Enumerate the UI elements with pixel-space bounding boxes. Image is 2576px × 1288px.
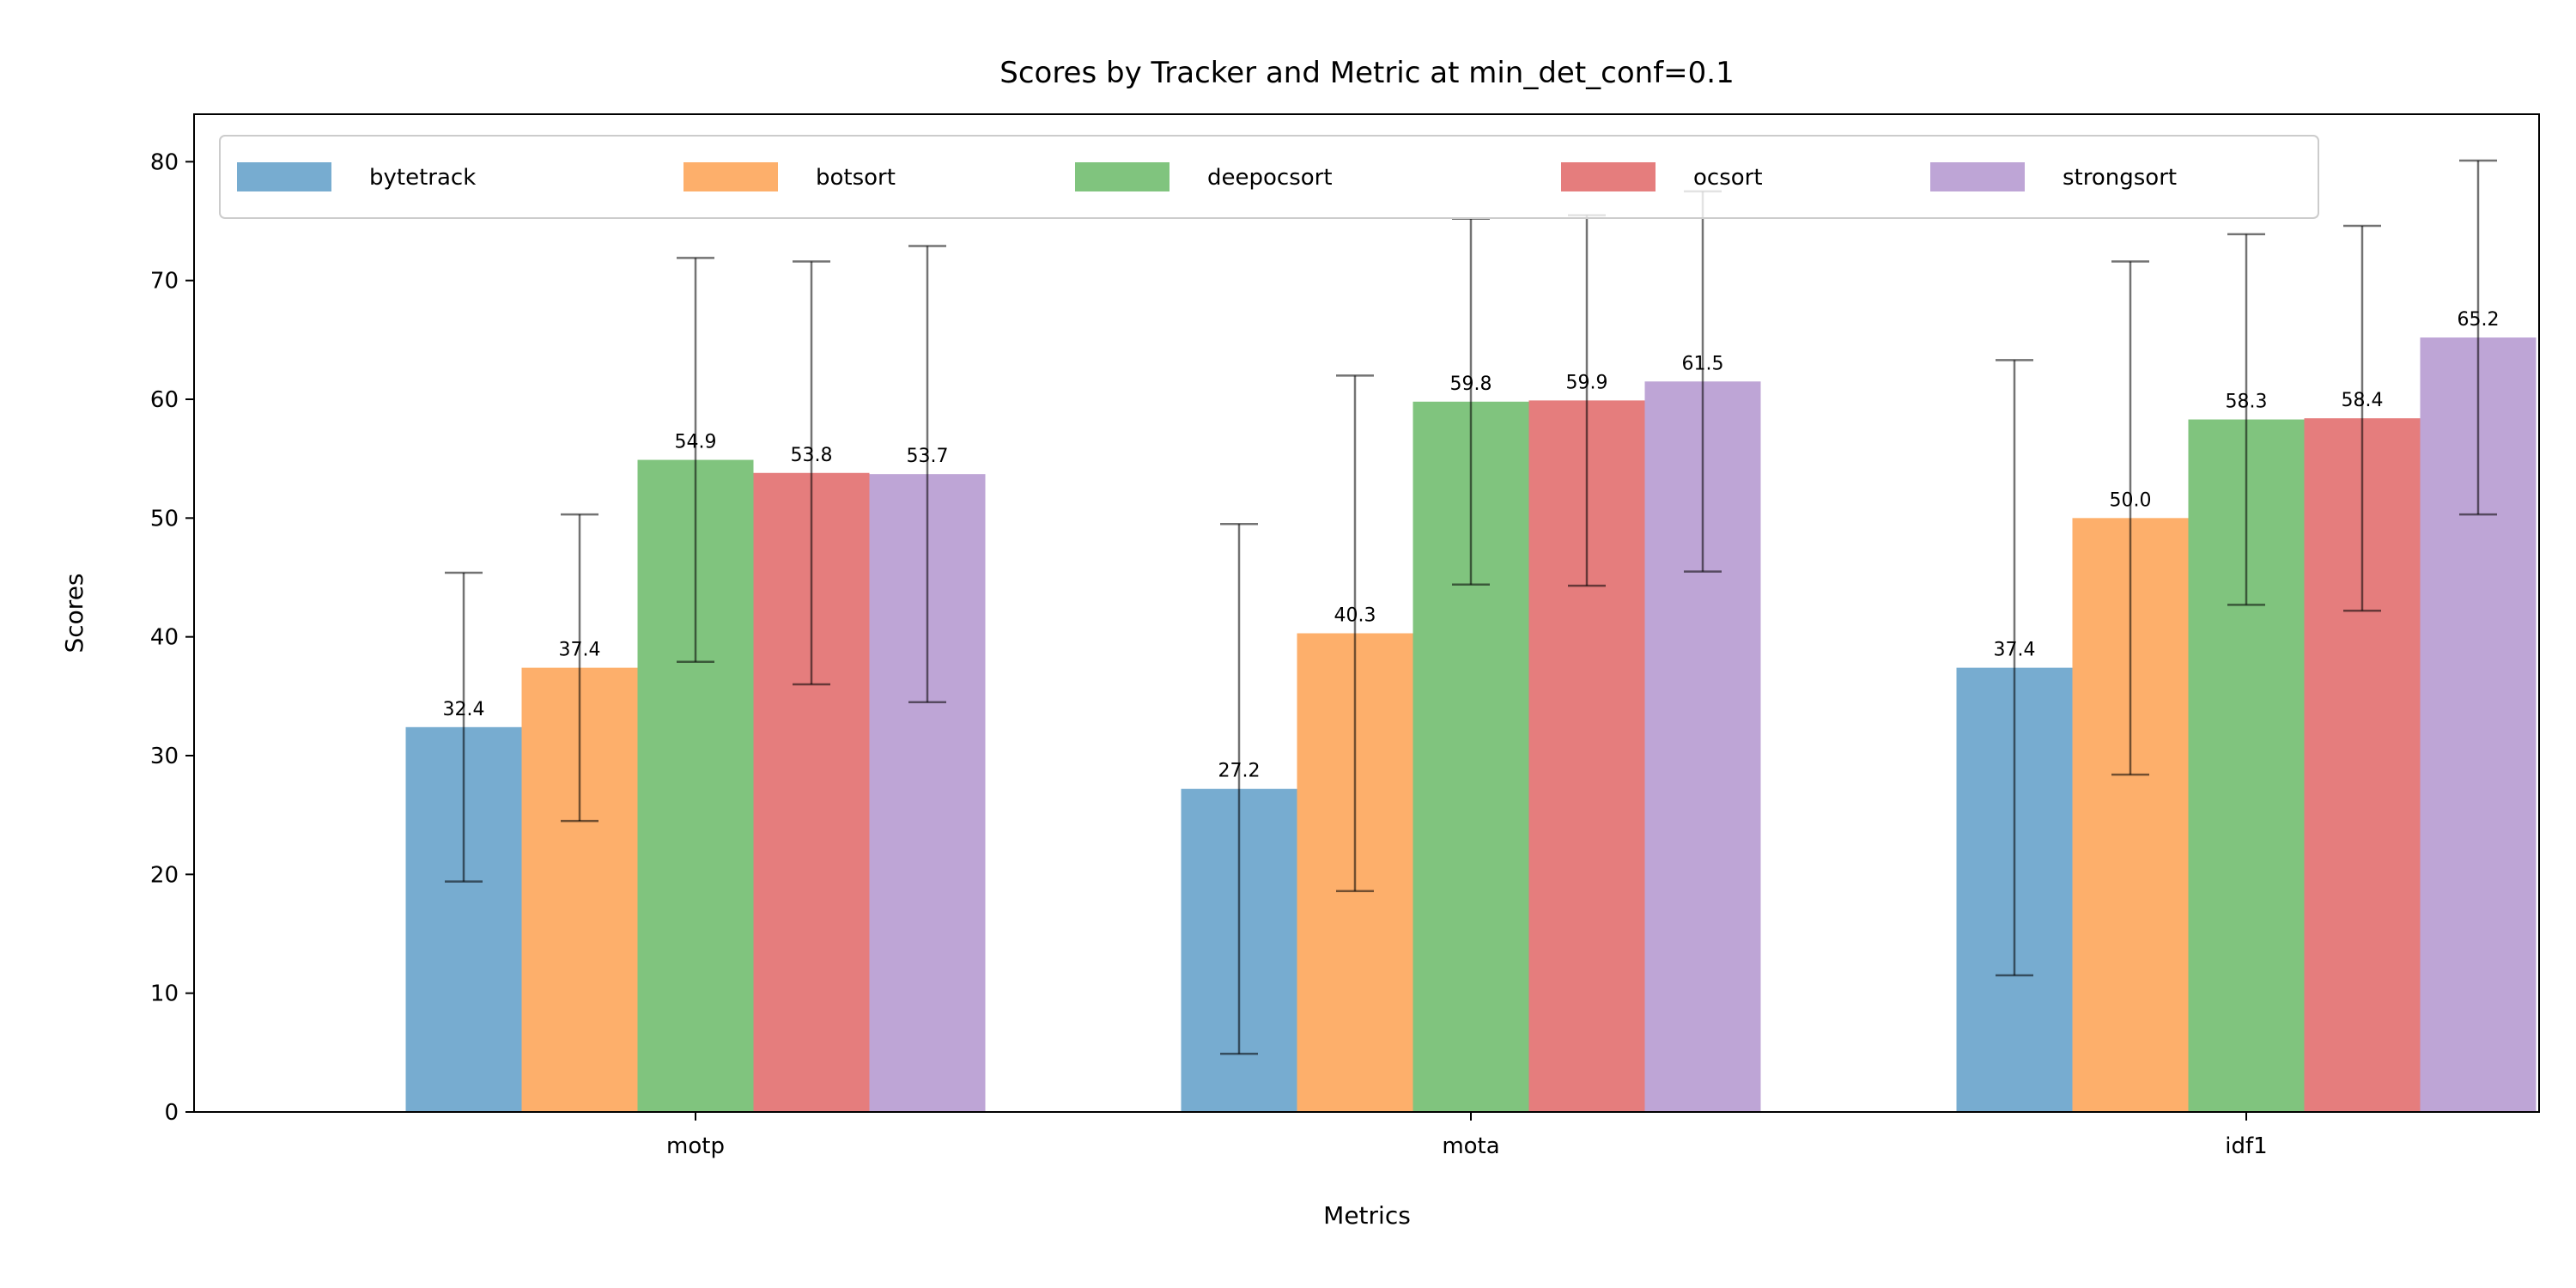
error-bar-deepocsort-idf1	[2227, 233, 2265, 606]
legend-swatch	[1561, 162, 1656, 191]
bar-value-label: 53.7	[907, 446, 949, 467]
y-tick-label: 70	[150, 269, 179, 295]
bar-value-label: 61.5	[1682, 353, 1724, 374]
x-axis: motp mota idf1	[666, 1112, 2268, 1159]
chart-title: Scores by Tracker and Metric at min_det_…	[999, 56, 1735, 90]
bar-labels-layer: 32.4 27.2 37.4 37.4 40.3 50.0 54.9 59.8 58.3 53.8…	[443, 309, 2500, 782]
y-tick-label: 60	[150, 387, 179, 413]
x-tick-label: motp	[666, 1133, 725, 1159]
legend-swatch	[1930, 162, 2025, 191]
y-tick-label: 10	[150, 981, 179, 1007]
legend-label: deepocsort	[1207, 165, 1333, 191]
legend: bytetrack botsort deepocsort ocsort strongso…	[219, 135, 2319, 219]
bar-value-label: 32.4	[443, 699, 485, 720]
errorbars-layer	[445, 159, 2497, 1055]
x-tick-label: mota	[1442, 1133, 1499, 1159]
error-bar-botsort-idf1	[2111, 260, 2149, 776]
y-tick-label: 40	[150, 625, 179, 651]
legend-item-botsort: botsort	[683, 162, 896, 191]
legend-swatch	[237, 162, 331, 191]
y-tick-label: 80	[150, 149, 179, 175]
legend-label: strongsort	[2063, 165, 2177, 191]
x-axis-label: Metrics	[1323, 1201, 1411, 1230]
bar-value-label: 53.8	[791, 445, 833, 466]
y-tick-label: 30	[150, 744, 179, 769]
legend-item-bytetrack: bytetrack	[237, 162, 476, 191]
y-axis: 0 10 20 30 40 50 60 70 80	[150, 149, 194, 1126]
legend-item-ocsort: ocsort	[1561, 162, 1763, 191]
legend-label: bytetrack	[369, 165, 476, 191]
bars-layer	[405, 337, 2537, 1113]
error-bar-bytetrack-idf1	[1996, 359, 2033, 977]
error-bar-botsort-mota	[1336, 374, 1374, 892]
error-bar-bytetrack-motp	[445, 571, 483, 883]
bar-value-label: 58.3	[2226, 392, 2268, 413]
legend-swatch	[1075, 162, 1170, 191]
error-bar-ocsort-motp	[793, 260, 830, 686]
legend-item-strongsort: strongsort	[1930, 162, 2177, 191]
plot-frame	[193, 113, 2540, 1113]
error-bar-deepocsort-motp	[677, 257, 714, 663]
bar-value-label: 37.4	[559, 640, 601, 661]
y-tick-label: 0	[164, 1100, 179, 1126]
bar-value-label: 54.9	[675, 432, 717, 453]
error-bar-ocsort-idf1	[2343, 224, 2381, 612]
bar-value-label: 59.8	[1450, 374, 1492, 395]
bar-value-label: 37.4	[1994, 640, 2036, 661]
bar-value-label: 65.2	[2458, 309, 2500, 331]
bar-value-label: 40.3	[1334, 605, 1376, 627]
bar-value-label: 58.4	[2342, 390, 2384, 411]
y-axis-label: Scores	[60, 573, 88, 653]
bar-value-label: 50.0	[2110, 489, 2152, 511]
x-tick-label: idf1	[2225, 1133, 2267, 1159]
error-bar-strongsort-idf1	[2459, 159, 2497, 516]
error-bar-bytetrack-mota	[1220, 523, 1258, 1055]
y-tick-label: 50	[150, 506, 179, 532]
legend-frame	[219, 135, 2319, 219]
error-bar-strongsort-motp	[908, 245, 946, 703]
legend-label: botsort	[816, 165, 896, 191]
y-tick-label: 20	[150, 862, 179, 888]
error-bar-botsort-motp	[561, 513, 598, 823]
legend-item-deepocsort: deepocsort	[1075, 162, 1333, 191]
legend-swatch	[683, 162, 778, 191]
bar-value-label: 27.2	[1218, 761, 1261, 782]
legend-label: ocsort	[1693, 165, 1763, 191]
bar-value-label: 59.9	[1566, 372, 1608, 393]
